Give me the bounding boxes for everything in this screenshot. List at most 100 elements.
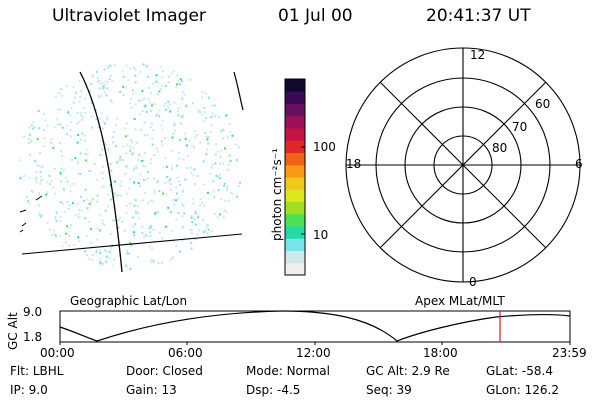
uv-pixel	[134, 69, 137, 71]
uv-pixel	[96, 194, 99, 197]
uv-pixel	[196, 238, 198, 240]
uv-pixel	[169, 178, 171, 181]
uv-pixel	[58, 123, 61, 126]
uv-pixel	[115, 161, 118, 164]
uv-pixel	[58, 92, 61, 95]
uv-pixel	[169, 103, 172, 106]
uv-pixel	[171, 150, 174, 153]
uv-pixel	[171, 168, 174, 171]
uv-pixel	[134, 199, 137, 202]
uv-pixel	[146, 133, 149, 136]
uv-pixel	[190, 232, 193, 235]
uv-pixel	[35, 176, 38, 179]
uv-pixel	[164, 182, 167, 185]
uv-pixel	[72, 101, 75, 104]
uv-pixel	[55, 211, 58, 214]
uv-pixel	[19, 177, 22, 180]
uv-pixel	[148, 245, 151, 248]
uv-pixel	[173, 129, 176, 132]
uv-pixel	[88, 221, 91, 223]
uv-pixel	[129, 148, 132, 151]
uv-pixel	[222, 216, 225, 219]
uv-pixel	[104, 249, 107, 252]
uv-pixel	[84, 188, 87, 191]
uv-pixel	[143, 152, 146, 155]
uv-pixel	[101, 112, 104, 115]
uv-pixel	[59, 108, 62, 111]
uv-pixel	[142, 165, 145, 167]
uv-pixel	[37, 164, 40, 167]
uv-pixel	[101, 148, 104, 151]
uv-pixel	[37, 110, 40, 112]
uv-pixel	[126, 134, 129, 137]
uv-pixel	[82, 116, 85, 119]
uv-pixel	[189, 78, 192, 81]
uv-pixel	[60, 150, 63, 153]
uv-pixel	[175, 244, 178, 247]
uv-pixel	[203, 204, 206, 207]
uv-pixel	[86, 148, 89, 151]
color-bar	[285, 79, 305, 276]
uv-pixel	[78, 121, 80, 124]
uv-pixel	[175, 218, 178, 221]
uv-pixel	[154, 212, 157, 215]
uv-pixel	[147, 201, 150, 204]
uv-pixel	[39, 215, 42, 218]
uv-pixel	[175, 199, 178, 202]
uv-pixel	[63, 169, 65, 172]
uv-pixel	[218, 116, 221, 118]
uv-pixel	[117, 159, 120, 162]
uv-pixel	[189, 229, 192, 231]
uv-pixel	[148, 87, 150, 89]
uv-pixel	[28, 202, 31, 205]
uv-pixel	[30, 124, 33, 127]
uv-pixel	[149, 227, 152, 230]
uv-pixel	[124, 135, 127, 138]
uv-pixel	[133, 234, 136, 237]
uv-pixel	[152, 177, 155, 180]
uv-pixel	[142, 178, 145, 181]
uv-pixel	[114, 124, 117, 127]
uv-pixel	[84, 153, 87, 155]
uv-pixel	[38, 127, 41, 130]
uv-pixel	[176, 110, 179, 113]
uv-pixel	[216, 150, 219, 153]
uv-pixel	[156, 93, 159, 96]
uv-pixel	[34, 178, 37, 181]
uv-pixel	[94, 163, 97, 166]
uv-pixel	[77, 208, 80, 211]
uv-pixel	[194, 209, 197, 212]
uv-pixel	[223, 182, 226, 185]
uv-pixel	[179, 78, 182, 81]
uv-pixel	[152, 260, 155, 263]
uv-pixel	[28, 142, 30, 145]
uv-pixel	[197, 217, 199, 220]
uv-pixel	[117, 219, 120, 222]
uv-pixel	[98, 117, 101, 120]
color-bar-label-100: 100	[313, 140, 336, 154]
uv-pixel	[164, 102, 167, 105]
uv-pixel	[111, 264, 114, 267]
uv-pixel	[218, 162, 221, 165]
uv-pixel	[96, 227, 99, 230]
uv-pixel	[129, 242, 132, 245]
uv-pixel	[210, 124, 213, 127]
uv-pixel	[125, 152, 128, 155]
uv-pixel	[28, 133, 31, 136]
uv-pixel	[217, 189, 220, 192]
uv-pixel	[41, 166, 44, 168]
uv-pixel	[182, 225, 185, 228]
uv-pixel	[176, 176, 179, 179]
uv-pixel	[83, 139, 86, 142]
uv-pixel	[101, 219, 104, 222]
uv-pixel	[228, 199, 230, 202]
uv-pixel	[215, 143, 218, 146]
polar-panel-label: Apex MLat/MLT	[415, 294, 505, 308]
geo-meridian-line	[79, 71, 123, 273]
uv-pixel	[138, 217, 141, 220]
uv-pixel	[30, 189, 33, 192]
uv-pixel	[48, 174, 51, 177]
uv-pixel	[105, 255, 108, 258]
uv-pixel	[172, 256, 174, 259]
uv-pixel	[170, 165, 173, 168]
